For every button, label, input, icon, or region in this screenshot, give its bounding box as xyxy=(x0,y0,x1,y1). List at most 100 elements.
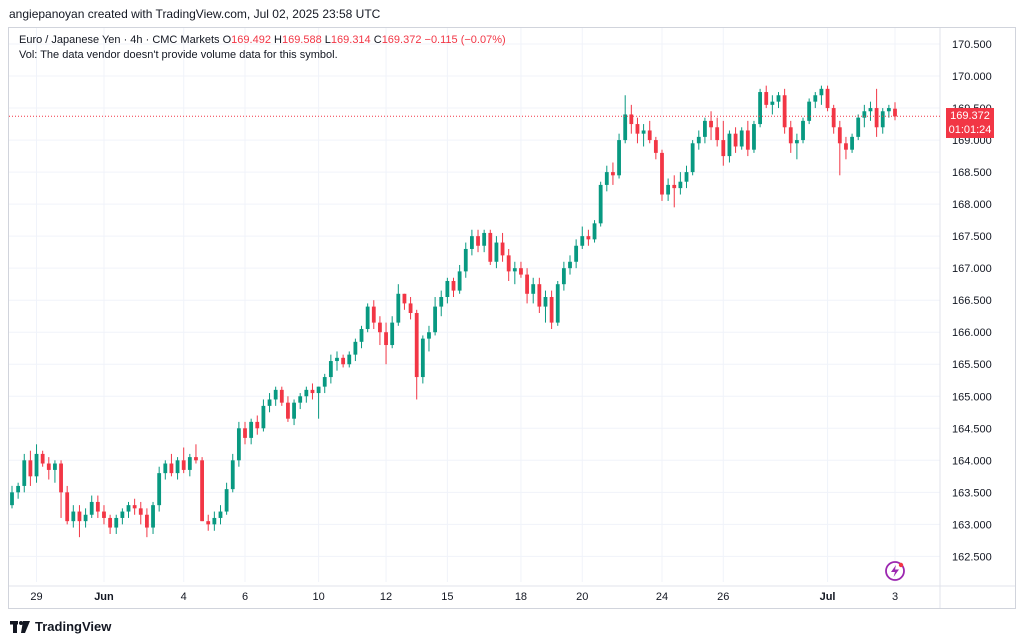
candle-body xyxy=(703,120,707,137)
candle-body xyxy=(328,361,333,378)
candle-body xyxy=(200,460,204,522)
candle-body xyxy=(666,184,671,195)
candle-body xyxy=(102,511,106,518)
chart-panel[interactable] xyxy=(8,27,1016,609)
candle-body xyxy=(678,181,683,189)
candle xyxy=(371,300,376,330)
candle-body xyxy=(531,284,536,294)
candle-body xyxy=(752,124,756,150)
candle xyxy=(22,453,27,493)
y-tick-label: 167.000 xyxy=(952,263,992,275)
candle xyxy=(586,229,591,246)
x-tick-label: 15 xyxy=(441,591,453,603)
candle xyxy=(77,505,82,538)
candle-body xyxy=(764,92,769,105)
candle xyxy=(126,501,131,518)
candle-body xyxy=(169,463,174,474)
candle-body xyxy=(476,236,480,246)
candle xyxy=(598,181,603,227)
candle xyxy=(690,140,695,176)
candle xyxy=(34,444,39,483)
candle-body xyxy=(874,108,879,128)
x-tick-label: Jun xyxy=(94,591,114,603)
candle-body xyxy=(187,457,192,470)
candle-body xyxy=(844,143,848,150)
candle-body xyxy=(384,332,388,346)
credit-text: angiepanoyan created with TradingView.co… xyxy=(9,7,381,21)
candle xyxy=(408,296,413,320)
candle-body xyxy=(243,428,247,438)
candle-body xyxy=(255,421,260,429)
candle xyxy=(880,108,885,134)
candle-body xyxy=(801,120,805,141)
candle-body xyxy=(230,460,235,490)
candle xyxy=(138,501,143,525)
candle xyxy=(893,102,897,121)
candle xyxy=(249,418,254,445)
candle-body xyxy=(500,242,505,256)
tradingview-footer[interactable]: TradingView xyxy=(10,619,111,634)
candle-body xyxy=(850,136,854,150)
candle-body xyxy=(40,453,45,464)
candle-body xyxy=(684,172,689,182)
candle-body xyxy=(163,463,168,474)
low-label: L xyxy=(324,34,331,46)
candle-body xyxy=(298,396,303,403)
candle xyxy=(782,88,787,134)
y-tick-label: 170.000 xyxy=(952,71,992,83)
candle xyxy=(856,114,861,141)
candle-body xyxy=(758,92,762,125)
candle-body xyxy=(347,354,352,365)
candle xyxy=(629,104,634,134)
candle xyxy=(525,268,529,304)
candle xyxy=(212,511,217,531)
candle xyxy=(384,322,388,365)
candle xyxy=(433,296,438,336)
x-tick-label: 4 xyxy=(181,591,187,603)
candle-body xyxy=(77,511,82,522)
candle-body xyxy=(218,511,223,518)
candle xyxy=(592,220,597,243)
candle-body xyxy=(194,457,198,461)
candle-body xyxy=(463,248,468,272)
change-value: −0.115 (−0.07%) xyxy=(424,34,506,46)
x-tick-label: 6 xyxy=(242,591,248,603)
candle xyxy=(463,242,468,278)
x-tick-label: 3 xyxy=(892,591,898,603)
y-tick-label: 163.500 xyxy=(952,487,992,499)
candle-body xyxy=(672,184,677,189)
candle-body xyxy=(390,322,395,346)
candle-body xyxy=(445,280,450,297)
candle-body xyxy=(770,101,775,105)
x-tick-label: 29 xyxy=(30,591,42,603)
symbol-name[interactable]: Euro / Japanese Yen · 4h · CMC Markets xyxy=(19,34,220,46)
y-tick-label: 165.000 xyxy=(952,391,992,403)
candle xyxy=(666,178,671,201)
candle-body xyxy=(145,514,149,528)
candle xyxy=(837,120,842,176)
candle xyxy=(512,261,517,285)
candle-body xyxy=(611,172,615,176)
candle-body xyxy=(151,505,155,528)
candle-body xyxy=(721,140,726,157)
candle-body xyxy=(157,473,162,506)
candle-body xyxy=(236,428,241,461)
candle xyxy=(95,495,100,518)
candle-body xyxy=(95,501,100,512)
candle-body xyxy=(316,386,321,394)
candle-body xyxy=(396,293,401,323)
candle-body xyxy=(28,460,33,477)
countdown-timer: 01:01:24 xyxy=(948,124,992,137)
candle xyxy=(617,133,621,179)
lightning-icon[interactable] xyxy=(884,560,906,582)
candle-body xyxy=(408,303,413,314)
candle xyxy=(10,485,14,509)
candle xyxy=(46,457,51,480)
candle xyxy=(604,165,609,192)
candle-body xyxy=(580,236,585,246)
candle-body xyxy=(653,140,658,153)
candle-body xyxy=(715,127,720,141)
symbol-legend[interactable]: Euro / Japanese Yen · 4h · CMC Markets O… xyxy=(19,33,506,48)
candle-body xyxy=(71,511,76,522)
